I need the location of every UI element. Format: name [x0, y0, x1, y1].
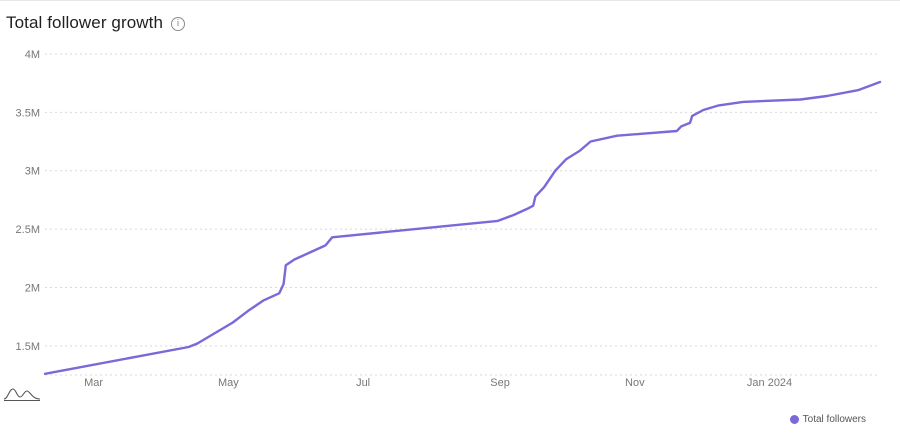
series-line-total-followers[interactable] — [43, 80, 882, 375]
x-tick-label: Jul — [356, 377, 370, 389]
x-tick-label: Jan 2024 — [747, 377, 792, 389]
y-tick-label: 2M — [25, 282, 40, 294]
top-divider — [0, 0, 900, 1]
y-tick-label: 3.5M — [16, 107, 40, 119]
y-tick-label: 4M — [25, 49, 40, 61]
sparkline-wave-icon[interactable] — [3, 385, 41, 403]
y-tick-label: 3M — [25, 166, 40, 178]
x-tick-label: Sep — [490, 377, 510, 389]
legend-swatch — [789, 415, 799, 424]
y-tick-label: 2.5M — [16, 224, 40, 236]
x-tick-label: May — [218, 377, 239, 389]
y-tick-label: 1.5M — [16, 341, 40, 353]
chart-header: Total follower growth i — [6, 12, 186, 34]
grid-lines — [45, 53, 880, 376]
chart-legend: Total followers — [789, 414, 866, 425]
x-tick-label: Nov — [625, 377, 645, 389]
chart-title: Total follower growth — [6, 13, 164, 32]
legend-label: Total followers — [802, 414, 866, 425]
y-axis-ticks: 1.5M 2M 2.5M 3M 3.5M 4M — [16, 49, 40, 353]
x-axis-ticks: Mar May Jul Sep Nov Jan 2024 — [84, 377, 792, 389]
info-icon[interactable]: i — [171, 17, 186, 31]
x-tick-label: Mar — [84, 377, 103, 389]
series-layer — [43, 80, 882, 375]
